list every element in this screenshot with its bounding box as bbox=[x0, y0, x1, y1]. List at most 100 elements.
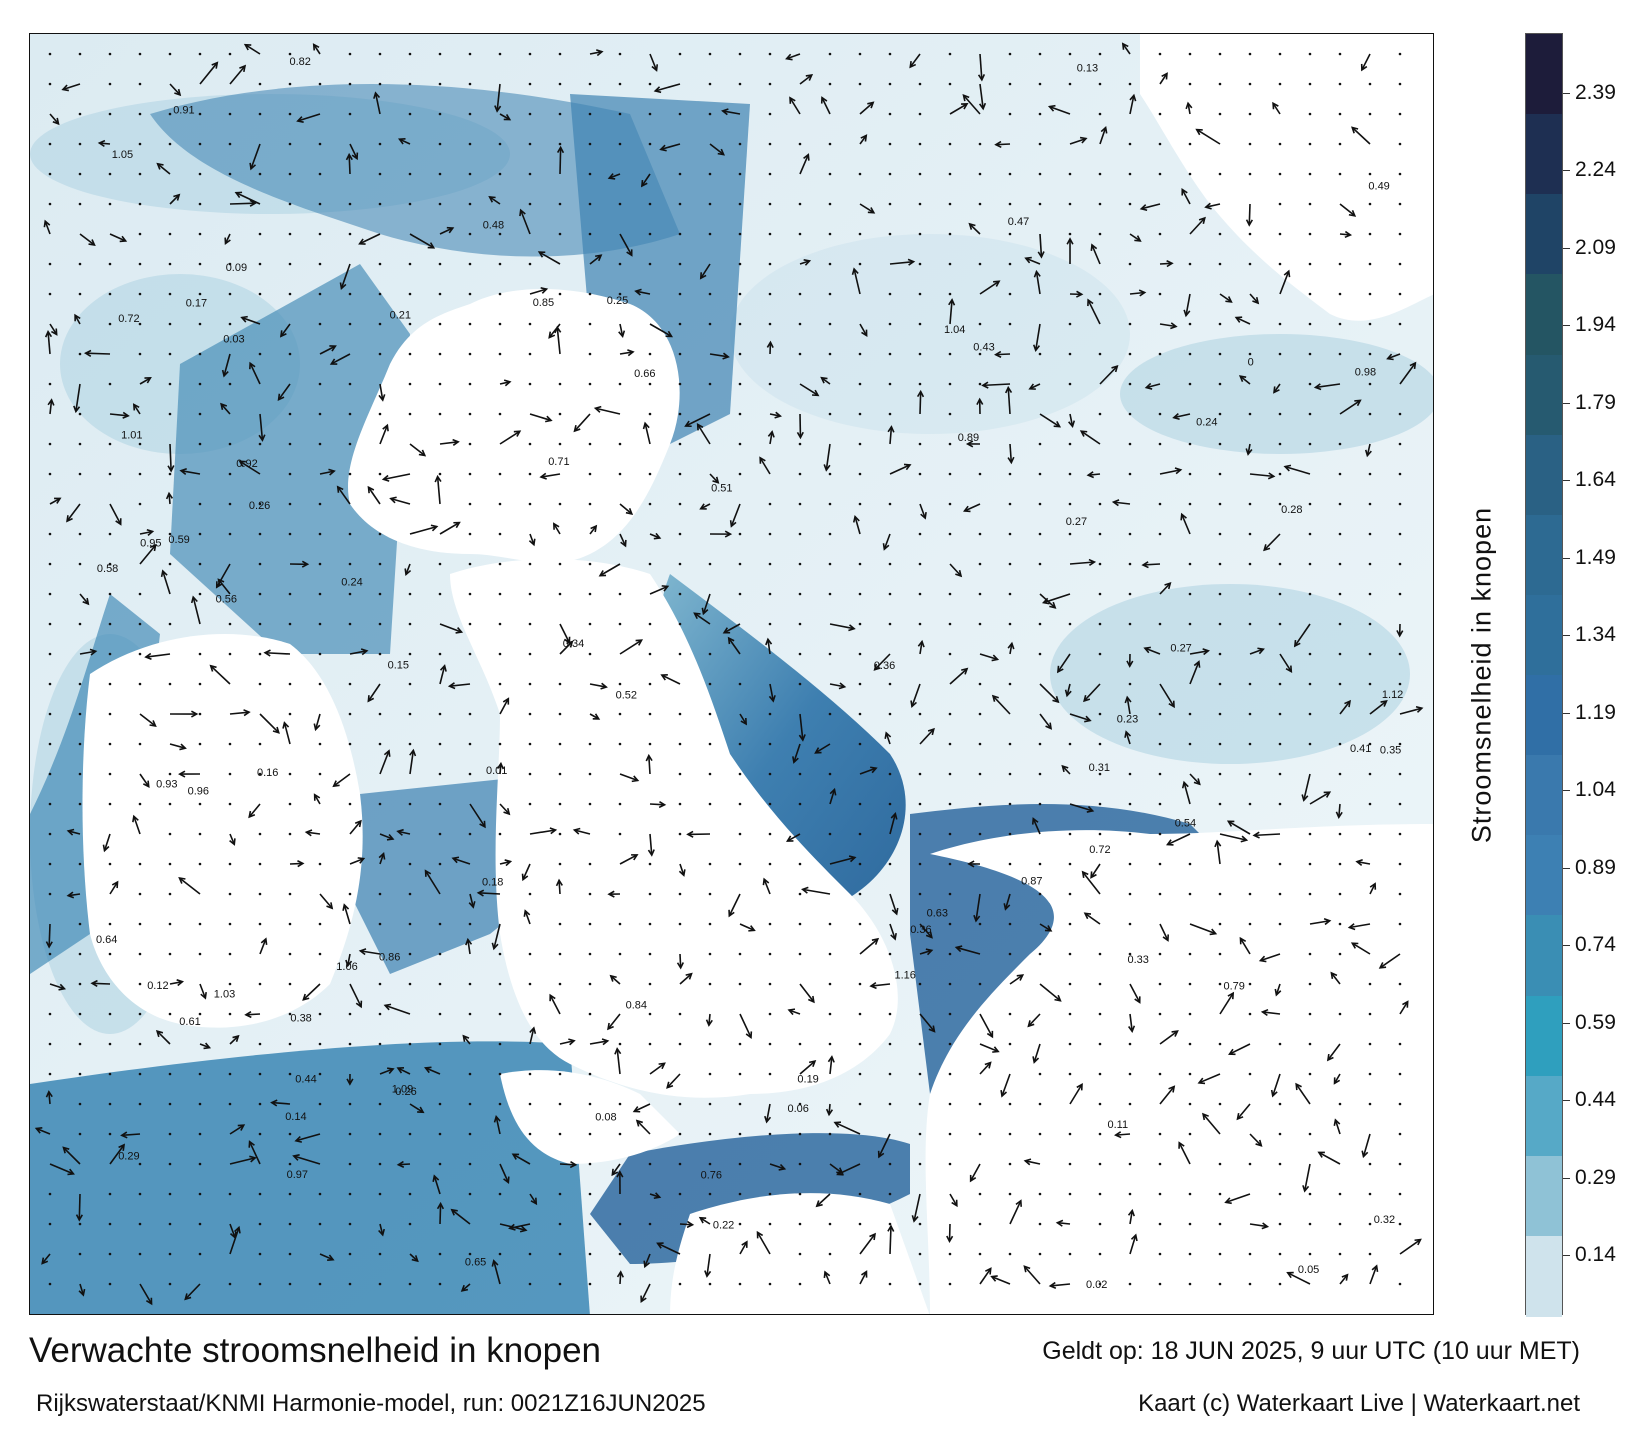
speed-label: 0.13 bbox=[1077, 63, 1098, 75]
grid-dot bbox=[1068, 742, 1072, 746]
grid-dot bbox=[138, 1042, 142, 1046]
grid-dot bbox=[1008, 1132, 1012, 1136]
arrow-head bbox=[698, 1216, 707, 1224]
grid-dot bbox=[1278, 1132, 1282, 1136]
grid-dot bbox=[288, 892, 292, 896]
grid-dot bbox=[378, 262, 382, 266]
arrow-head bbox=[572, 827, 581, 835]
grid-dot bbox=[318, 142, 322, 146]
current-arrow bbox=[248, 803, 261, 818]
arrow-head bbox=[409, 748, 417, 757]
grid-dot bbox=[1368, 1162, 1372, 1166]
current-arrow bbox=[1043, 593, 1071, 604]
current-arrow bbox=[1099, 365, 1118, 385]
grid-dot bbox=[528, 1072, 532, 1076]
current-arrow bbox=[1066, 683, 1071, 696]
grid-dot bbox=[768, 1222, 772, 1226]
arrow-head bbox=[1317, 1151, 1325, 1158]
grid-dot bbox=[108, 1012, 112, 1016]
current-arrow bbox=[859, 101, 874, 115]
current-arrow bbox=[649, 803, 665, 806]
grid-dot bbox=[648, 562, 652, 566]
grid-dot bbox=[948, 412, 952, 416]
grid-dot bbox=[288, 82, 292, 86]
speed-label: 0.72 bbox=[1089, 844, 1110, 856]
grid-dot bbox=[888, 562, 892, 566]
grid-dot bbox=[678, 1192, 682, 1196]
arrow-head bbox=[530, 1197, 538, 1206]
grid-dot bbox=[1098, 1072, 1102, 1076]
grid-dot bbox=[48, 202, 52, 206]
grid-dot bbox=[1128, 1192, 1132, 1196]
grid-dot bbox=[168, 772, 172, 776]
current-arrow bbox=[1295, 1083, 1311, 1105]
speed-label: 0.38 bbox=[290, 1013, 311, 1025]
speed-label: 0.01 bbox=[486, 765, 507, 777]
arrow-head bbox=[765, 637, 773, 646]
grid-dot bbox=[558, 412, 562, 416]
current-arrow bbox=[1129, 233, 1141, 242]
grid-dot bbox=[738, 292, 742, 296]
arrow-head bbox=[167, 465, 175, 473]
grid-dot bbox=[1278, 352, 1282, 356]
grid-dot bbox=[108, 772, 112, 776]
grid-dot bbox=[198, 1222, 202, 1226]
grid-dot bbox=[798, 502, 802, 506]
grid-dot bbox=[528, 472, 532, 476]
grid-dot bbox=[1218, 892, 1222, 896]
grid-dot bbox=[1368, 832, 1372, 836]
current-arrow bbox=[1248, 203, 1251, 226]
current-arrow bbox=[709, 473, 719, 484]
grid-dot bbox=[1278, 442, 1282, 446]
grid-dot bbox=[168, 1162, 172, 1166]
grid-dot bbox=[48, 952, 52, 956]
grid-dot bbox=[138, 892, 142, 896]
grid-dot bbox=[1098, 1012, 1102, 1016]
arrow-head bbox=[626, 249, 633, 257]
grid-dot bbox=[1188, 1042, 1192, 1046]
current-arrow bbox=[648, 755, 651, 775]
arrow-head bbox=[89, 648, 98, 656]
current-arrow bbox=[595, 407, 621, 415]
grid-dot bbox=[708, 682, 712, 686]
land-masses bbox=[82, 34, 1433, 1314]
current-arrow bbox=[635, 290, 651, 295]
current-arrow bbox=[496, 83, 501, 112]
arrow-head bbox=[83, 349, 92, 357]
arrow-head bbox=[355, 1000, 363, 1009]
arrow-head bbox=[240, 315, 248, 323]
current-arrow bbox=[109, 503, 122, 525]
arrow-head bbox=[209, 664, 217, 672]
map-frame[interactable]: 0.27 0.26 0.25 0.33 0.31 0.24 0.17 0.38 0.44 0.72… bbox=[29, 33, 1434, 1315]
grid-dot bbox=[498, 412, 502, 416]
grid-dot bbox=[288, 352, 292, 356]
grid-dot bbox=[288, 1042, 292, 1046]
current-arrow bbox=[409, 233, 435, 249]
current-arrow bbox=[949, 563, 962, 577]
speed-label: 0.24 bbox=[1196, 417, 1217, 429]
grid-dot bbox=[1038, 532, 1042, 536]
current-arrow bbox=[379, 1068, 394, 1075]
grid-dot bbox=[918, 982, 922, 986]
speed-label: 0.56 bbox=[216, 594, 237, 606]
grid-dot bbox=[1038, 1192, 1042, 1196]
grid-dot bbox=[1338, 1012, 1342, 1016]
grid-dot bbox=[978, 712, 982, 716]
grid-dot bbox=[768, 622, 772, 626]
arrow-head bbox=[66, 891, 75, 899]
colorbar-tick-mark bbox=[1563, 712, 1570, 714]
current-speed-map[interactable]: 0.270.260.250.330.310.240.170.380.440.72… bbox=[30, 34, 1434, 1315]
grid-dot bbox=[378, 472, 382, 476]
grid-dot bbox=[408, 1192, 412, 1196]
grid-dot bbox=[1248, 412, 1252, 416]
grid-dot bbox=[1308, 952, 1312, 956]
grid-dot bbox=[558, 802, 562, 806]
grid-dot bbox=[588, 982, 592, 986]
grid-dot bbox=[1308, 202, 1312, 206]
grid-dot bbox=[648, 112, 652, 116]
grid-dot bbox=[1038, 472, 1042, 476]
grid-dot bbox=[318, 1042, 322, 1046]
grid-dot bbox=[1338, 292, 1342, 296]
arrow-head bbox=[967, 860, 975, 868]
current-arrow bbox=[979, 83, 984, 109]
